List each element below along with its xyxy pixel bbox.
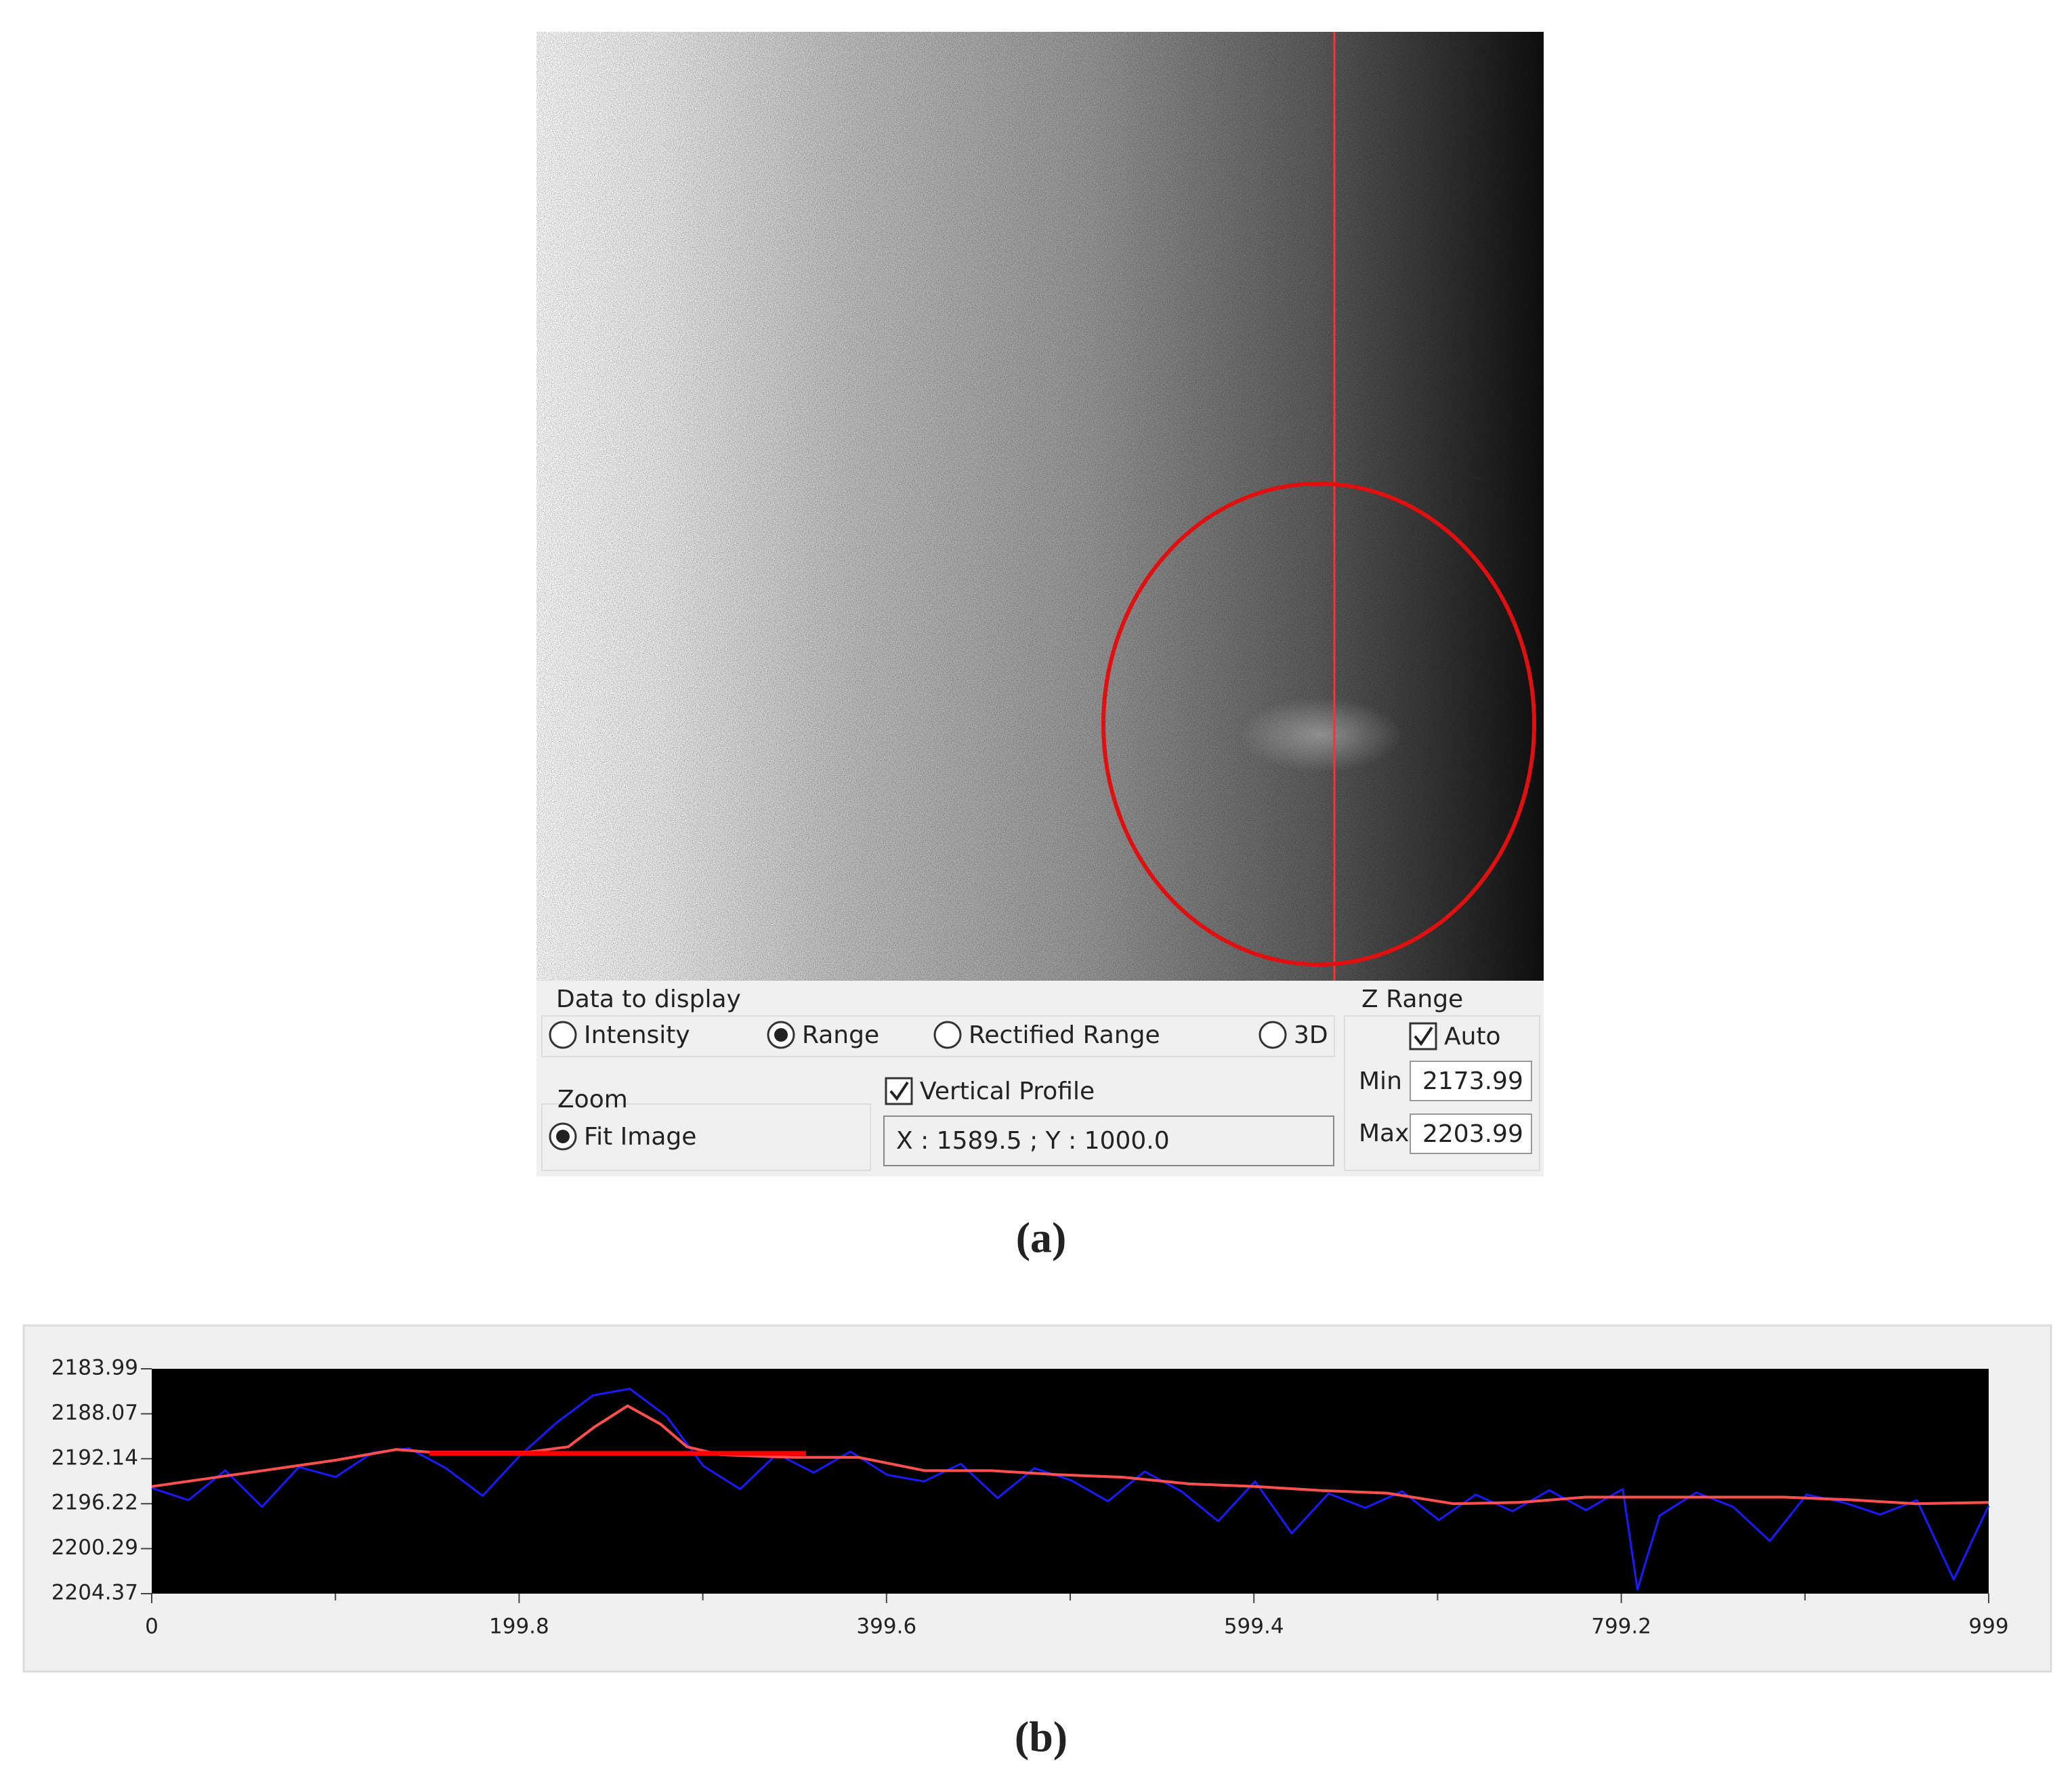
caption: (a) — [1016, 1214, 1067, 1262]
x-tick-label: 199.8 — [489, 1615, 549, 1639]
radio-label: Rectified Range — [969, 1021, 1160, 1049]
radio-button[interactable] — [1259, 1021, 1287, 1049]
bright-spot — [1240, 698, 1402, 772]
y-tick-label: 2200.29 — [51, 1535, 138, 1560]
group-box — [1344, 1015, 1540, 1171]
checkbox[interactable] — [885, 1077, 913, 1105]
check-mark — [1414, 1026, 1433, 1046]
plot-area — [152, 1369, 1989, 1594]
field-label: Min — [1359, 1067, 1402, 1095]
group-box — [541, 1015, 1335, 1057]
x-tick-label: 799.2 — [1591, 1615, 1651, 1639]
range-image — [536, 32, 1544, 981]
y-tick-label: 2204.37 — [51, 1581, 138, 1605]
radio-label: Intensity — [584, 1021, 690, 1049]
radio-dot — [774, 1028, 788, 1042]
x-tick-label: 399.6 — [856, 1615, 916, 1639]
y-tick-label: 2192.14 — [51, 1445, 138, 1470]
position-box — [883, 1115, 1334, 1166]
profile-chart: 2183.99 2188.07 2192.14 2196.22 2200.29 2204.… — [51, 1356, 2009, 1639]
checkbox-label: Auto — [1444, 1023, 1501, 1050]
image-grain — [536, 32, 1544, 981]
input-value: 2173.99 — [1422, 1067, 1523, 1095]
radio-button[interactable] — [933, 1021, 962, 1049]
y-tick-label: 2183.99 — [51, 1356, 138, 1380]
radio-dot — [556, 1130, 570, 1143]
radio-label: Range — [802, 1021, 879, 1049]
group-title: Z Range — [1361, 985, 1463, 1013]
input-box[interactable] — [1410, 1113, 1532, 1154]
x-tick-label: 0 — [145, 1615, 158, 1639]
y-tick-label: 2196.22 — [51, 1491, 138, 1515]
controls: Data to display Intensity Range Rectified R… — [541, 985, 1540, 1171]
group-title: Data to display — [556, 985, 741, 1013]
group-title: Zoom — [557, 1086, 628, 1113]
field-label: Max — [1359, 1120, 1409, 1147]
radio-label: Fit Image — [584, 1123, 696, 1151]
region-circle — [1101, 482, 1536, 966]
radio-button[interactable] — [549, 1021, 577, 1049]
checkbox[interactable] — [1409, 1022, 1437, 1050]
series-line — [151, 1388, 1990, 1591]
checkbox-label: Vertical Profile — [920, 1078, 1095, 1105]
x-tick-label: 599.4 — [1224, 1615, 1284, 1639]
input-value: 2203.99 — [1422, 1120, 1523, 1148]
radio-label: 3D — [1294, 1021, 1328, 1049]
x-tick-label: 999 — [1968, 1615, 2008, 1639]
position-readout: X : 1589.5 ; Y : 1000.0 — [896, 1127, 1170, 1155]
check-mark — [889, 1081, 909, 1101]
y-tick-label: 2188.07 — [51, 1401, 138, 1425]
group-box — [541, 1103, 871, 1171]
caption: (b) — [1015, 1713, 1067, 1761]
input-box[interactable] — [1410, 1061, 1532, 1101]
